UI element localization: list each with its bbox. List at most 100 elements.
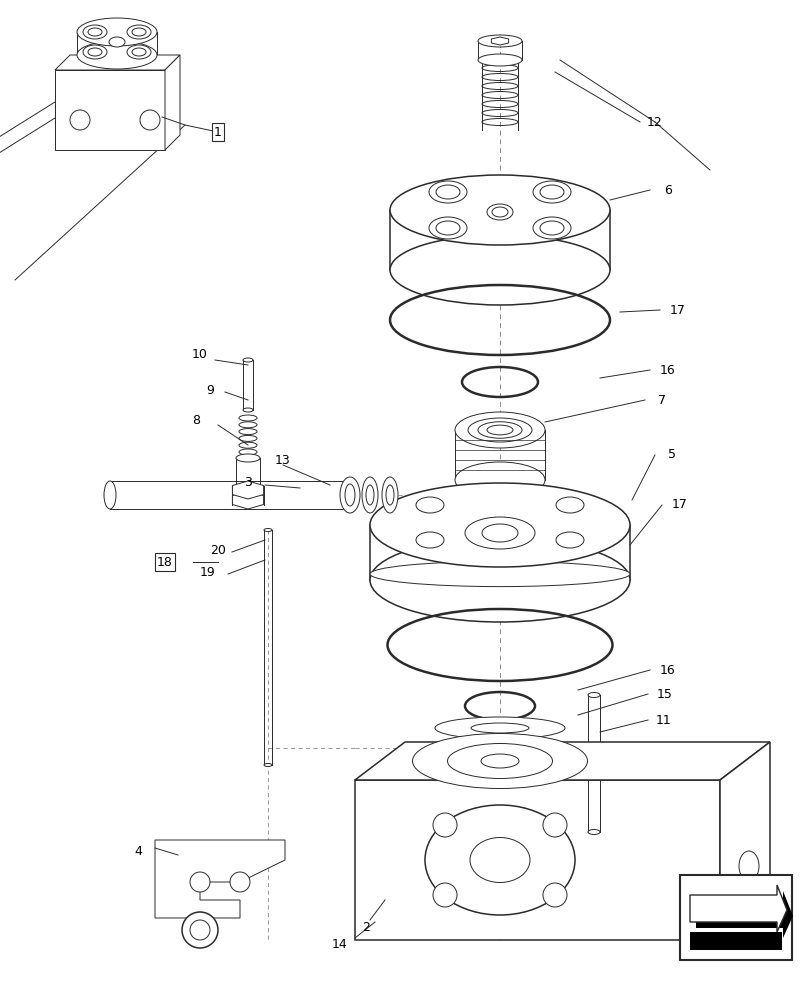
Ellipse shape — [539, 185, 564, 199]
Ellipse shape — [465, 517, 534, 549]
Polygon shape — [354, 780, 719, 940]
Ellipse shape — [480, 754, 518, 768]
Ellipse shape — [454, 412, 544, 448]
Text: 5: 5 — [667, 448, 676, 462]
Ellipse shape — [428, 181, 466, 203]
Ellipse shape — [412, 733, 587, 788]
Polygon shape — [155, 840, 285, 918]
Ellipse shape — [132, 48, 146, 56]
Ellipse shape — [738, 851, 758, 881]
Polygon shape — [354, 742, 769, 780]
Ellipse shape — [478, 35, 521, 47]
Circle shape — [70, 110, 90, 130]
Ellipse shape — [454, 462, 544, 498]
Ellipse shape — [470, 723, 528, 733]
Ellipse shape — [385, 485, 393, 505]
Polygon shape — [165, 55, 180, 150]
Polygon shape — [689, 885, 786, 932]
Polygon shape — [491, 37, 508, 45]
Ellipse shape — [88, 28, 102, 36]
Text: 8: 8 — [191, 414, 200, 426]
Ellipse shape — [389, 175, 609, 245]
Ellipse shape — [415, 497, 444, 513]
Ellipse shape — [478, 54, 521, 66]
Ellipse shape — [470, 837, 530, 882]
Circle shape — [190, 872, 210, 892]
Text: 14: 14 — [332, 938, 347, 951]
Ellipse shape — [539, 221, 564, 235]
Text: 19: 19 — [200, 566, 216, 578]
Ellipse shape — [436, 185, 460, 199]
Ellipse shape — [447, 743, 551, 778]
Ellipse shape — [370, 538, 629, 622]
Text: 12: 12 — [646, 116, 662, 129]
Ellipse shape — [415, 532, 444, 548]
Ellipse shape — [587, 829, 599, 834]
Polygon shape — [55, 55, 180, 70]
Ellipse shape — [127, 45, 151, 59]
Text: 15: 15 — [656, 688, 672, 700]
Text: 2: 2 — [362, 921, 370, 934]
Polygon shape — [695, 891, 792, 938]
Text: 1: 1 — [214, 126, 221, 139]
Polygon shape — [719, 742, 769, 940]
Text: 7: 7 — [657, 393, 665, 406]
Ellipse shape — [362, 477, 378, 513]
Ellipse shape — [104, 481, 116, 509]
Ellipse shape — [436, 221, 460, 235]
Bar — [679, 875, 791, 960]
Ellipse shape — [587, 692, 599, 698]
Text: 16: 16 — [659, 664, 675, 676]
Text: 13: 13 — [275, 454, 290, 466]
Text: 18: 18 — [157, 556, 173, 568]
Ellipse shape — [83, 25, 107, 39]
Circle shape — [432, 883, 457, 907]
Ellipse shape — [491, 207, 508, 217]
Polygon shape — [232, 491, 264, 509]
Ellipse shape — [264, 764, 272, 766]
Ellipse shape — [435, 717, 564, 739]
Ellipse shape — [109, 37, 125, 47]
Text: 17: 17 — [672, 498, 687, 512]
Ellipse shape — [236, 454, 260, 462]
Ellipse shape — [242, 358, 253, 362]
Ellipse shape — [77, 18, 157, 46]
Text: 11: 11 — [655, 713, 671, 726]
Ellipse shape — [345, 484, 354, 506]
Ellipse shape — [83, 45, 107, 59]
Ellipse shape — [127, 25, 151, 39]
Text: 9: 9 — [206, 383, 213, 396]
Circle shape — [139, 110, 160, 130]
Text: 17: 17 — [669, 304, 685, 316]
Ellipse shape — [556, 497, 583, 513]
Ellipse shape — [428, 217, 466, 239]
Text: 3: 3 — [244, 476, 251, 488]
Ellipse shape — [389, 235, 609, 305]
Ellipse shape — [366, 485, 374, 505]
Ellipse shape — [370, 561, 629, 587]
Text: 20: 20 — [210, 544, 225, 556]
Circle shape — [230, 872, 250, 892]
Circle shape — [543, 883, 566, 907]
Ellipse shape — [482, 524, 517, 542]
Ellipse shape — [77, 41, 157, 69]
Ellipse shape — [242, 408, 253, 412]
Polygon shape — [689, 932, 781, 950]
Bar — [55, 70, 165, 150]
Ellipse shape — [424, 805, 574, 915]
Text: 10: 10 — [192, 349, 208, 361]
Polygon shape — [232, 481, 264, 499]
Ellipse shape — [88, 48, 102, 56]
Ellipse shape — [487, 204, 513, 220]
Ellipse shape — [556, 532, 583, 548]
Ellipse shape — [532, 181, 570, 203]
Text: 16: 16 — [659, 363, 675, 376]
Circle shape — [182, 912, 217, 948]
Text: 6: 6 — [663, 184, 672, 197]
Ellipse shape — [381, 477, 397, 513]
Ellipse shape — [340, 477, 359, 513]
Ellipse shape — [132, 28, 146, 36]
Circle shape — [190, 920, 210, 940]
Ellipse shape — [370, 483, 629, 567]
Circle shape — [432, 813, 457, 837]
